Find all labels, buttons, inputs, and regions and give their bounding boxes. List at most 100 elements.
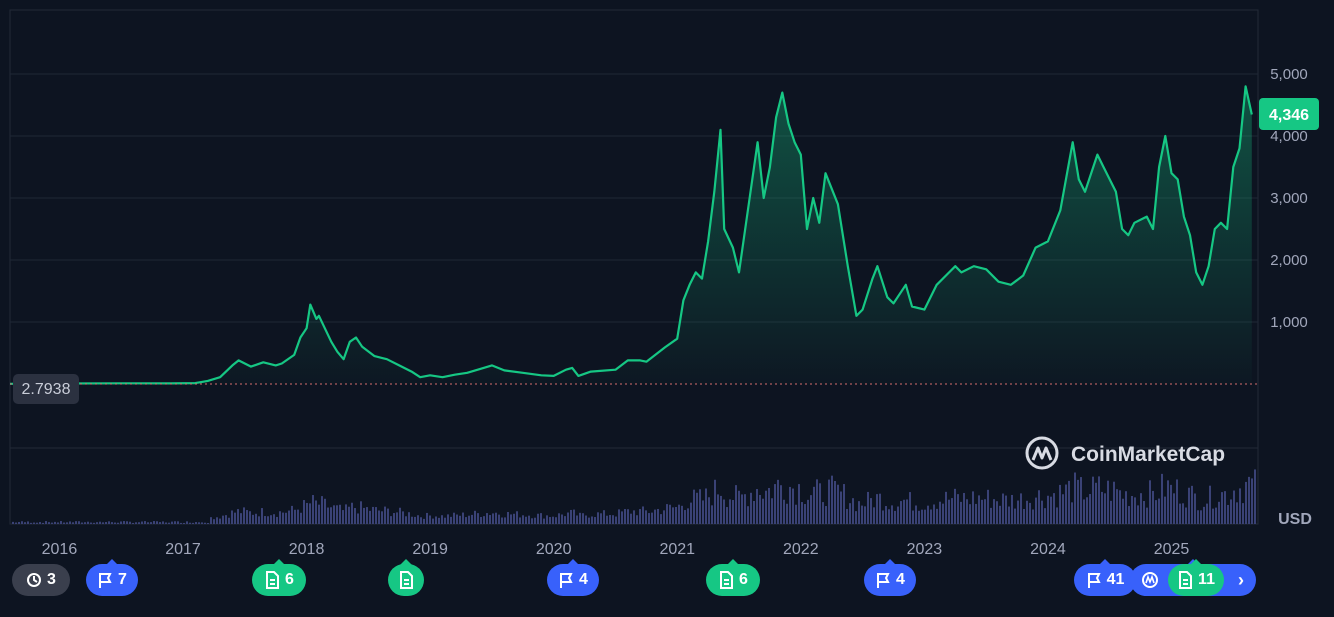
- volume-bar: [252, 514, 254, 524]
- y-tick-label: 5,000: [1270, 66, 1308, 83]
- volume-bar: [213, 519, 215, 524]
- volume-bar: [504, 517, 506, 524]
- volume-bar: [126, 521, 128, 524]
- y-tick-label: 2,000: [1270, 252, 1308, 269]
- volume-bar: [1155, 500, 1157, 524]
- volume-bar: [981, 499, 983, 524]
- volume-bar: [162, 521, 164, 524]
- volume-bar: [1131, 496, 1133, 524]
- volume-bar: [1248, 476, 1250, 524]
- volume-bar: [21, 521, 23, 524]
- volume-bar: [141, 521, 143, 524]
- volume-bar: [783, 499, 785, 524]
- volume-bar: [45, 521, 47, 524]
- volume-bar: [315, 500, 317, 524]
- volume-bar: [1086, 497, 1088, 524]
- flag-marker-2024[interactable]: 41: [1074, 559, 1136, 596]
- volume-bar: [87, 521, 89, 524]
- volume-bar: [708, 497, 710, 524]
- volume-bar: [600, 513, 602, 524]
- volume-bar: [558, 513, 560, 524]
- volume-bar: [468, 515, 470, 524]
- volume-bar: [606, 515, 608, 524]
- volume-bar: [753, 500, 755, 524]
- doc-marker-2019[interactable]: [388, 559, 424, 596]
- volume-bar: [765, 490, 767, 524]
- volume-bar: [666, 504, 668, 524]
- volume-bar: [12, 521, 14, 524]
- volume-bar: [573, 509, 575, 524]
- doc-marker-2018[interactable]: 6: [252, 559, 306, 596]
- volume-bar: [561, 514, 563, 524]
- x-tick-label: 2020: [536, 541, 572, 558]
- volume-bar: [1239, 488, 1241, 524]
- volume-bar: [534, 517, 536, 524]
- volume-bar: [738, 490, 740, 524]
- volume-bar: [513, 513, 515, 524]
- volume-bar: [477, 513, 479, 524]
- volume-bar: [219, 518, 221, 524]
- volume-bar: [441, 515, 443, 524]
- volume-bar: [990, 507, 992, 524]
- volume-bar: [1149, 480, 1151, 524]
- volume-bar: [735, 485, 737, 524]
- volume-bar: [645, 510, 647, 524]
- volume-bar: [693, 489, 695, 524]
- volume-bar: [342, 510, 344, 524]
- volume-bar: [519, 517, 521, 524]
- doc-marker-2021[interactable]: 6: [706, 559, 760, 596]
- volume-bar: [174, 521, 176, 524]
- volume-bar: [204, 522, 206, 524]
- flag-marker-2022[interactable]: 4: [864, 559, 916, 596]
- volume-bar: [378, 510, 380, 524]
- volume-bar: [63, 522, 65, 524]
- volume-bar: [444, 517, 446, 524]
- volume-bar: [1158, 498, 1160, 524]
- volume-bar: [171, 521, 173, 524]
- volume-bar: [897, 506, 899, 524]
- volume-bar: [366, 507, 368, 524]
- volume-bar: [933, 504, 935, 524]
- volume-bar: [312, 495, 314, 524]
- volume-bar: [939, 501, 941, 524]
- volume-bar: [669, 504, 671, 524]
- flag-marker-2016[interactable]: 7: [86, 559, 138, 596]
- volume-bar: [1230, 499, 1232, 524]
- volume-bar: [117, 522, 119, 524]
- volume-bar: [1251, 478, 1253, 524]
- flag-marker-2020[interactable]: 4: [547, 559, 599, 596]
- volume-bar: [1041, 500, 1043, 524]
- volume-bar: [225, 515, 227, 524]
- volume-bar: [819, 483, 821, 524]
- doc-marker-2025[interactable]: 11: [1168, 559, 1224, 596]
- volume-bar: [108, 521, 110, 524]
- volume-bar: [1170, 484, 1172, 524]
- volume-bar: [1008, 506, 1010, 524]
- flag-marker-count: 4: [579, 571, 588, 588]
- volume-bar: [1017, 500, 1019, 524]
- volume-bar: [552, 516, 554, 524]
- volume-bar: [15, 522, 17, 524]
- coinmarketcap-logo-icon: [1025, 436, 1059, 470]
- volume-bar: [963, 492, 965, 524]
- volume-bar: [627, 509, 629, 524]
- volume-bar: [837, 484, 839, 524]
- volume-bar: [402, 511, 404, 524]
- volume-bar: [465, 517, 467, 524]
- volume-bar: [282, 512, 284, 524]
- history-marker[interactable]: 3: [12, 564, 70, 596]
- volume-bar: [1119, 490, 1121, 524]
- volume-bar: [582, 513, 584, 524]
- volume-bar: [381, 511, 383, 524]
- volume-bar: [1173, 493, 1175, 524]
- volume-bar: [915, 505, 917, 524]
- volume-bar: [828, 479, 830, 524]
- volume-bar: [1029, 502, 1031, 524]
- volume-bar: [870, 498, 872, 524]
- x-tick-label: 2024: [1030, 541, 1066, 558]
- volume-bar: [900, 501, 902, 524]
- volume-bar: [1206, 503, 1208, 524]
- volume-bar: [687, 508, 689, 524]
- x-tick-label: 2023: [907, 541, 943, 558]
